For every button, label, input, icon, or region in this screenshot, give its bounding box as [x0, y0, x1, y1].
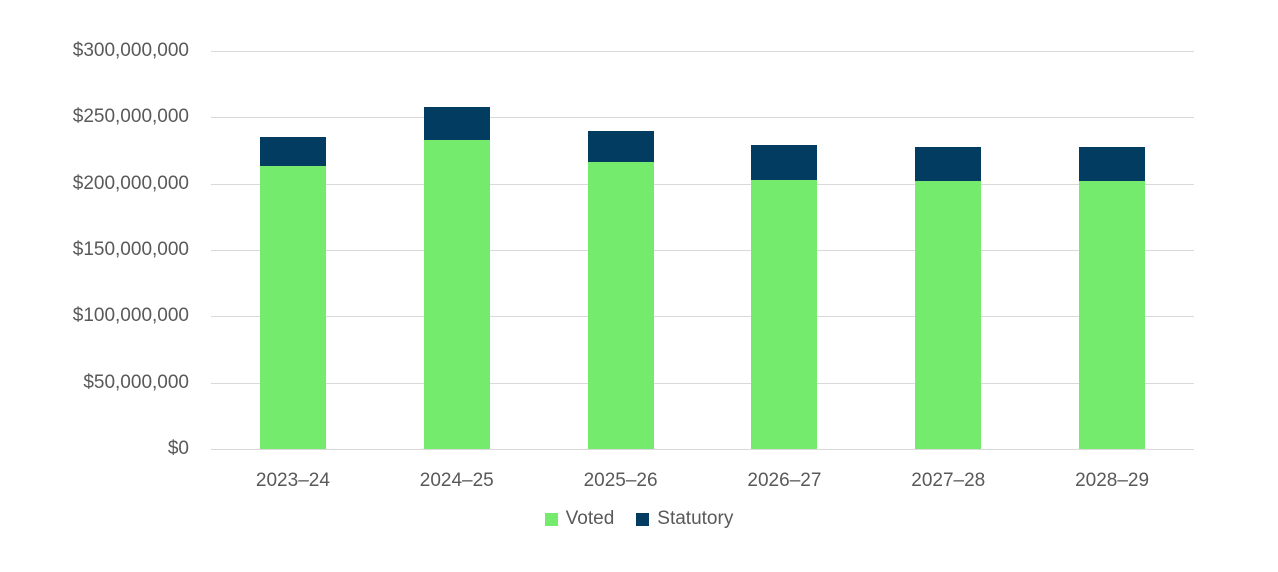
gridline — [211, 117, 1194, 118]
bar-segment-voted — [751, 179, 818, 449]
legend-swatch-icon — [544, 512, 558, 526]
y-axis-tick-label: $100,000,000 — [72, 305, 189, 327]
gridline — [211, 316, 1194, 317]
bar-segment-statutory — [587, 130, 654, 163]
gridline — [211, 383, 1194, 384]
bar-segment-statutory — [915, 146, 982, 181]
x-axis-tick-label: 2024–25 — [419, 470, 494, 491]
bar-segment-voted — [259, 166, 326, 449]
legend-label: Voted — [565, 508, 615, 529]
x-axis-tick-label: 2023–24 — [255, 470, 330, 491]
y-axis-tick-label: $250,000,000 — [72, 106, 189, 128]
x-axis-tick-label: 2028–29 — [1075, 470, 1150, 491]
bar-segment-voted — [423, 139, 490, 449]
bar-segment-voted — [1079, 181, 1146, 449]
bar-segment-statutory — [751, 145, 818, 180]
y-axis-tick-label: $200,000,000 — [72, 172, 189, 194]
bar-segment-voted — [915, 181, 982, 449]
gridline — [211, 250, 1194, 251]
legend-item-voted: Voted — [544, 508, 615, 530]
y-axis-tick-label: $0 — [167, 438, 189, 459]
gridline — [211, 449, 1194, 450]
x-axis-tick-label: 2027–28 — [911, 470, 986, 491]
bar-segment-voted — [587, 162, 654, 449]
gridline — [211, 51, 1194, 52]
x-axis-tick-label: 2026–27 — [747, 470, 822, 491]
x-axis-tick-label: 2025–26 — [583, 470, 658, 491]
gridline — [211, 184, 1194, 185]
legend-swatch-icon — [636, 512, 650, 526]
legend-item-statutory: Statutory — [636, 508, 733, 530]
legend: Voted Statutory — [0, 508, 1278, 530]
legend-label: Statutory — [657, 508, 734, 529]
y-axis-tick-label: $150,000,000 — [72, 239, 189, 260]
y-axis-tick-label: $50,000,000 — [83, 371, 189, 393]
bar-segment-statutory — [259, 137, 326, 167]
y-axis-tick-label: $300,000,000 — [72, 40, 189, 61]
bar-segment-statutory — [1079, 146, 1146, 181]
bar-segment-statutory — [423, 106, 490, 140]
